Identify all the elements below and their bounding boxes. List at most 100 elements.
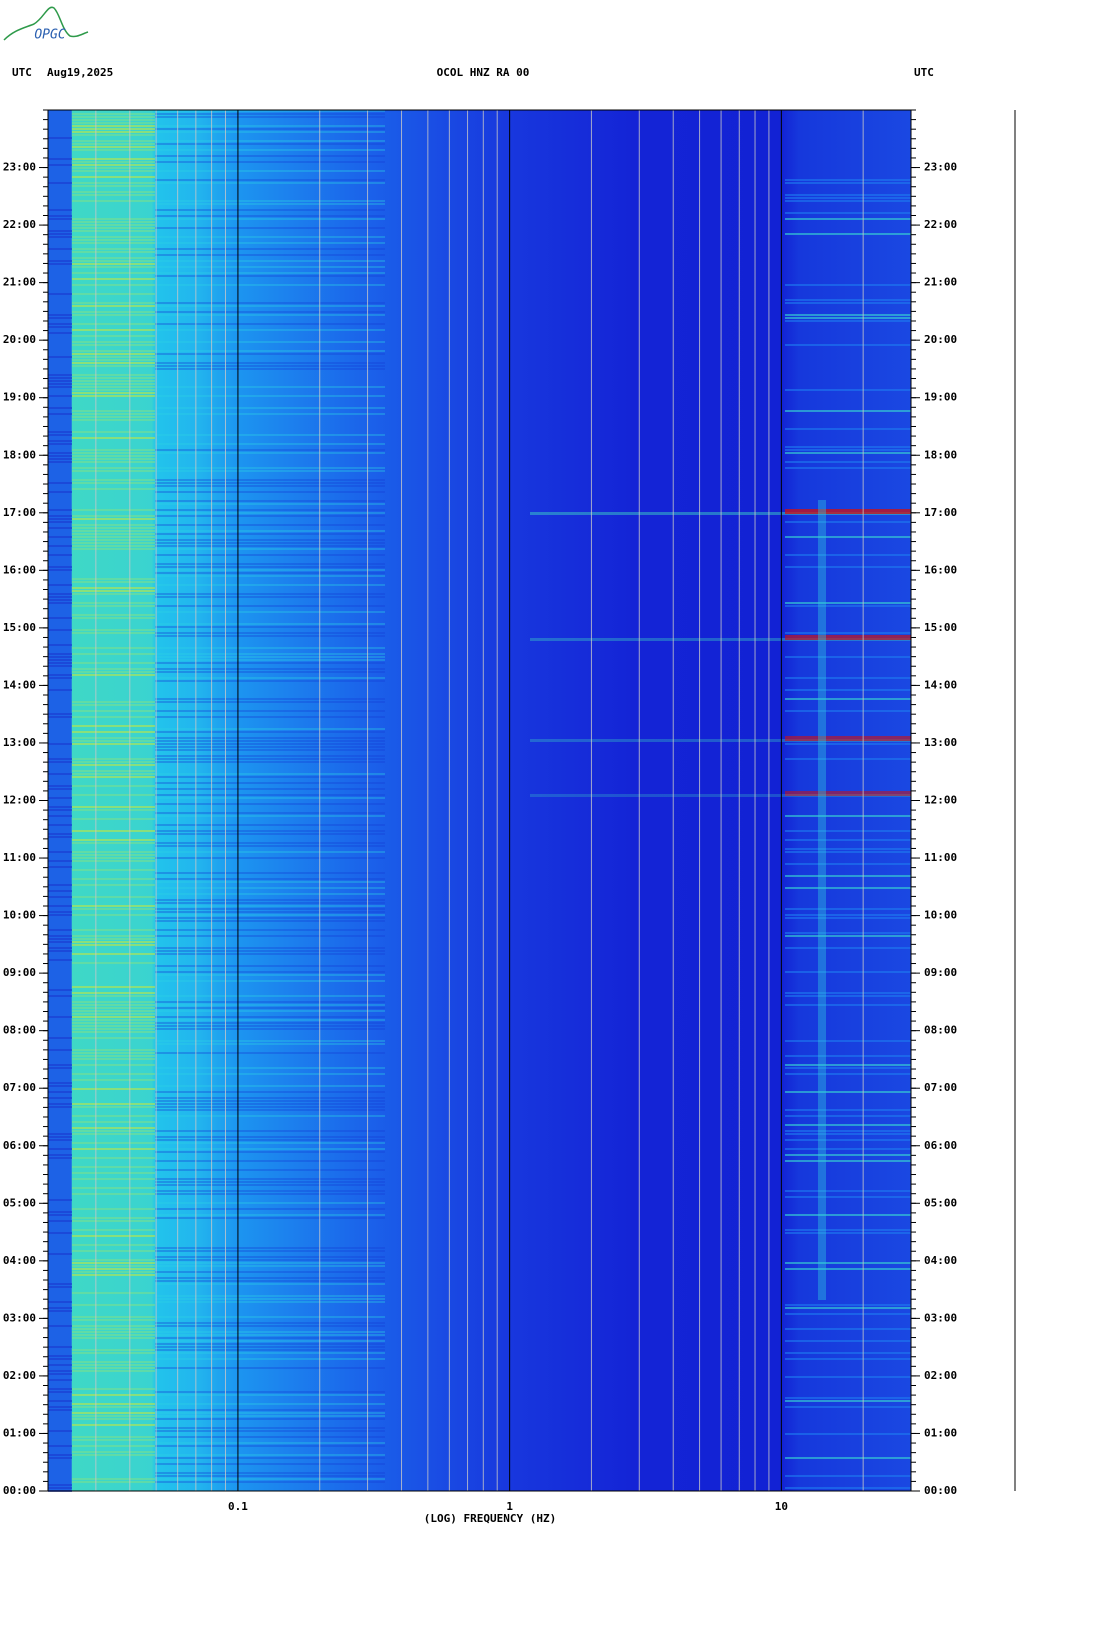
streak: [48, 596, 72, 598]
streak: [72, 431, 155, 433]
streak: [155, 365, 385, 367]
streak: [155, 701, 385, 703]
streak: [48, 911, 72, 913]
streak: [72, 416, 155, 418]
streak: [72, 134, 155, 136]
streak: [72, 218, 155, 220]
streak: [155, 947, 385, 949]
streak: [48, 236, 72, 238]
time-zone-right: UTC: [914, 66, 934, 79]
streak: [72, 1265, 155, 1267]
x-tick-label: 1: [506, 1500, 513, 1513]
streak: [72, 1328, 155, 1330]
streak: [155, 482, 385, 484]
streak: [155, 236, 385, 238]
streak: [72, 1403, 155, 1405]
streak: [48, 1364, 72, 1366]
streak: [155, 1139, 385, 1141]
streak: [48, 1106, 72, 1108]
streak: [72, 857, 155, 859]
streak: [48, 644, 72, 646]
streak: [48, 260, 72, 262]
streak: [48, 380, 72, 382]
streak: [48, 1211, 72, 1213]
streak: [818, 500, 826, 1300]
streak: [155, 1412, 385, 1414]
streak: [72, 1304, 155, 1306]
streak: [155, 143, 385, 145]
streak: [48, 509, 72, 511]
y-tick-label: 19:00: [924, 391, 957, 404]
streak: [155, 1409, 385, 1411]
streak: [155, 227, 385, 229]
y-tick-label: 20:00: [3, 333, 36, 346]
streak: [72, 158, 155, 160]
streak: [72, 293, 155, 295]
streak: [155, 1178, 385, 1180]
streak: [48, 452, 72, 454]
streak: [785, 1313, 911, 1315]
streak: [155, 1001, 385, 1003]
streak: [155, 362, 385, 364]
streak: [155, 980, 385, 982]
streak: [48, 356, 72, 358]
streak: [155, 1340, 385, 1342]
streak: [155, 1394, 385, 1396]
streak: [48, 395, 72, 397]
streak: [155, 740, 385, 742]
streak: [155, 575, 385, 577]
streak: [48, 860, 72, 862]
streak: [785, 410, 911, 412]
streak: [48, 158, 72, 160]
streak: [72, 1361, 155, 1363]
streak: [48, 569, 72, 571]
streak: [785, 1073, 911, 1075]
streak: [785, 566, 911, 568]
streak: [72, 632, 155, 634]
streak: [155, 1346, 385, 1348]
streak: [72, 743, 155, 745]
streak: [155, 1349, 385, 1351]
streak: [155, 908, 385, 910]
streak: [72, 335, 155, 337]
streak: [48, 377, 72, 379]
streak: [48, 1286, 72, 1288]
streak: [72, 386, 155, 388]
streak: [72, 1418, 155, 1420]
streak: [48, 1157, 72, 1159]
streak: [72, 1436, 155, 1438]
streak: [72, 239, 155, 241]
streak: [155, 548, 385, 550]
streak: [155, 1091, 385, 1093]
streak: [155, 131, 385, 133]
streak: [785, 1091, 911, 1093]
streak: [72, 578, 155, 580]
streak: [72, 1454, 155, 1456]
streak: [48, 1370, 72, 1372]
streak: [155, 773, 385, 775]
streak: [48, 653, 72, 655]
y-tick-label: 07:00: [924, 1081, 957, 1094]
streak: [530, 512, 911, 515]
streak: [48, 1103, 72, 1105]
y-tick-label: 06:00: [3, 1139, 36, 1152]
streak: [155, 623, 385, 625]
streak: [48, 536, 72, 538]
streak: [72, 467, 155, 469]
streak: [48, 866, 72, 868]
streak: [72, 161, 155, 163]
y-tick-label: 13:00: [924, 736, 957, 749]
streak: [72, 113, 155, 115]
streak: [72, 776, 155, 778]
streak: [155, 128, 385, 130]
streak: [72, 1130, 155, 1132]
streak: [72, 818, 155, 820]
streak: [785, 1139, 911, 1141]
streak: [155, 671, 385, 673]
streak: [155, 530, 385, 532]
y-tick-label: 09:00: [924, 966, 957, 979]
streak: [155, 656, 385, 658]
streak: [155, 893, 385, 895]
streak: [785, 317, 911, 319]
streak: [785, 1115, 911, 1117]
